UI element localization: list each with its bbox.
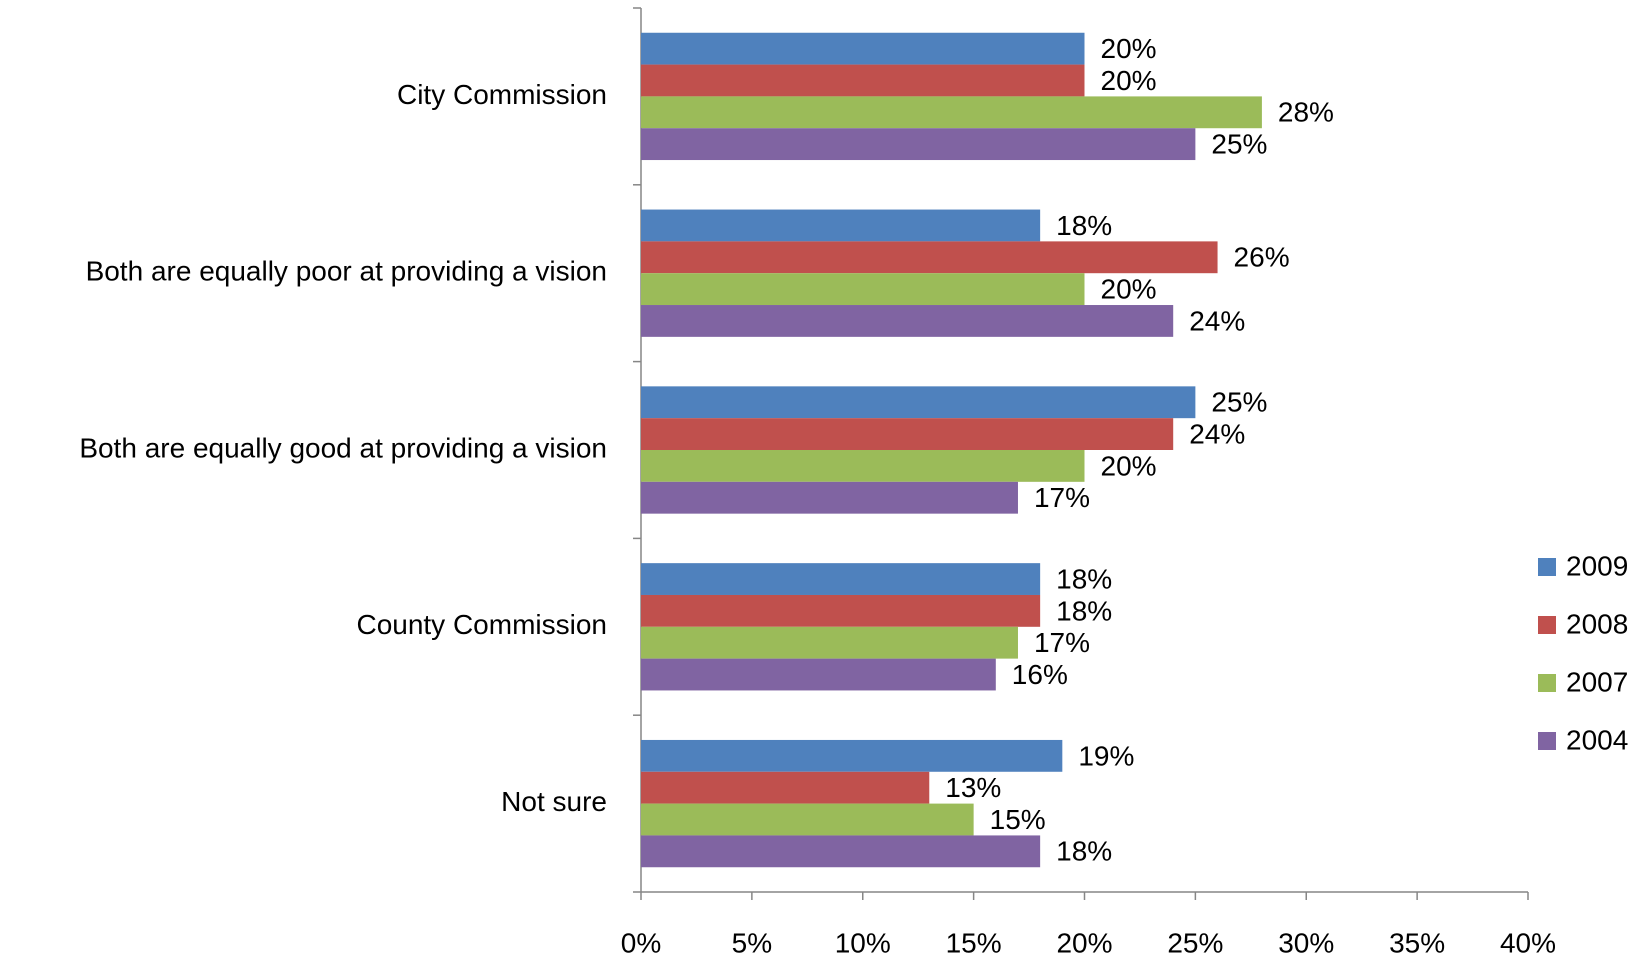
x-tick-label: 25%: [1167, 927, 1223, 958]
data-label: 18%: [1056, 210, 1112, 241]
x-tick-label: 0%: [621, 927, 661, 958]
x-tick-label: 10%: [835, 927, 891, 958]
bar: [641, 594, 1041, 627]
category-label: Not sure: [501, 786, 607, 817]
bar: [641, 273, 1085, 306]
bar: [641, 658, 996, 691]
bar: [641, 128, 1196, 161]
bar: [641, 771, 930, 804]
data-label: 20%: [1101, 450, 1157, 481]
bar: [641, 96, 1262, 129]
x-tick-label: 5%: [732, 927, 772, 958]
legend-label: 2007: [1566, 666, 1628, 697]
bar: [641, 305, 1174, 337]
data-label: 24%: [1189, 418, 1245, 449]
bar: [641, 481, 1018, 514]
bar: [641, 64, 1085, 97]
legend-label: 2008: [1566, 608, 1628, 639]
data-label: 17%: [1034, 627, 1090, 658]
category-label: County Commission: [356, 609, 607, 640]
legend-label: 2009: [1566, 550, 1628, 581]
legend-swatch: [1538, 732, 1556, 750]
data-label: 15%: [990, 804, 1046, 835]
legend-swatch: [1538, 674, 1556, 692]
bar: [641, 32, 1085, 65]
data-label: 13%: [945, 772, 1001, 803]
bar: [641, 739, 1063, 772]
data-label: 20%: [1101, 65, 1157, 96]
category-label: Both are equally good at providing a vis…: [79, 432, 607, 463]
data-label: 18%: [1056, 836, 1112, 867]
bar: [641, 386, 1196, 419]
bar: [641, 626, 1018, 659]
data-label: 28%: [1278, 97, 1334, 128]
data-label: 25%: [1211, 129, 1267, 160]
bar: [641, 803, 974, 836]
category-label: Both are equally poor at providing a vis…: [86, 256, 607, 287]
data-label: 19%: [1078, 740, 1134, 771]
data-label: 17%: [1034, 482, 1090, 513]
data-label: 20%: [1101, 33, 1157, 64]
bar: [641, 835, 1041, 868]
bar: [641, 209, 1041, 242]
legend-swatch: [1538, 616, 1556, 634]
data-label: 18%: [1056, 563, 1112, 594]
x-tick-label: 35%: [1389, 927, 1445, 958]
data-label: 20%: [1101, 274, 1157, 305]
x-tick-label: 40%: [1500, 927, 1556, 958]
data-label: 16%: [1012, 659, 1068, 690]
data-label: 18%: [1056, 595, 1112, 626]
legend-swatch: [1538, 558, 1556, 576]
bar: [641, 418, 1174, 450]
legend-label: 2004: [1566, 724, 1628, 755]
data-label: 24%: [1189, 305, 1245, 336]
data-label: 25%: [1211, 387, 1267, 418]
bar: [641, 450, 1085, 482]
x-tick-label: 30%: [1278, 927, 1334, 958]
x-tick-label: 15%: [946, 927, 1002, 958]
data-label: 26%: [1234, 242, 1290, 273]
bar: [641, 241, 1218, 274]
bar: [641, 563, 1041, 595]
x-tick-label: 20%: [1056, 927, 1112, 958]
category-label: City Commission: [397, 79, 607, 110]
